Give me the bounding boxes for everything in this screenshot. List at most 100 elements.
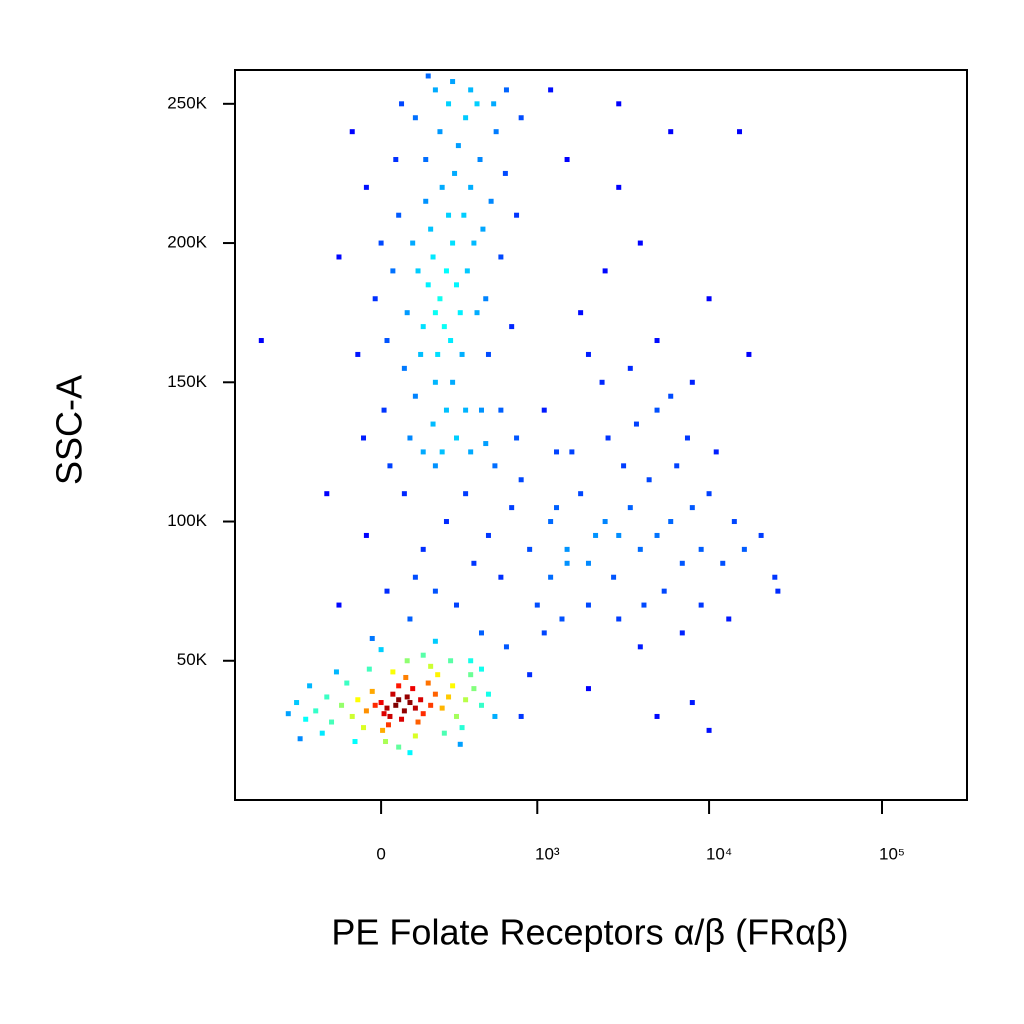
- point: [578, 491, 584, 497]
- point: [674, 463, 680, 469]
- point: [478, 666, 484, 672]
- point: [439, 449, 445, 455]
- point: [393, 157, 399, 163]
- point: [503, 87, 509, 93]
- point: [468, 87, 474, 93]
- x-tick-label: 10⁵: [879, 844, 905, 863]
- point: [401, 491, 407, 497]
- point: [441, 324, 447, 330]
- point: [741, 546, 747, 552]
- point: [432, 463, 438, 469]
- point: [324, 694, 330, 700]
- point: [333, 669, 339, 675]
- point: [689, 505, 695, 511]
- point: [319, 730, 325, 736]
- point: [564, 157, 570, 163]
- point: [418, 697, 424, 703]
- point: [352, 739, 358, 745]
- point: [731, 519, 737, 525]
- point: [349, 129, 355, 135]
- point: [627, 505, 633, 511]
- point: [383, 739, 389, 745]
- point: [381, 407, 387, 413]
- point: [448, 338, 454, 344]
- point: [366, 666, 372, 672]
- point: [464, 268, 470, 274]
- point: [485, 351, 491, 357]
- point: [448, 658, 454, 664]
- point: [737, 129, 743, 135]
- y-axis-title: SSC-A: [49, 375, 90, 485]
- x-tick-label: 10³: [535, 844, 560, 863]
- point: [585, 560, 591, 566]
- point: [483, 296, 489, 302]
- point: [585, 351, 591, 357]
- point: [502, 170, 508, 176]
- point: [450, 379, 456, 385]
- point: [509, 505, 515, 511]
- point: [461, 212, 467, 218]
- point: [637, 546, 643, 552]
- point: [297, 736, 303, 742]
- point: [492, 463, 498, 469]
- point: [407, 700, 413, 706]
- point: [439, 184, 445, 190]
- point: [396, 697, 402, 703]
- point: [381, 711, 387, 717]
- point: [425, 282, 431, 288]
- point: [478, 407, 484, 413]
- point: [443, 519, 449, 525]
- point: [390, 669, 396, 675]
- point: [527, 672, 533, 678]
- point: [372, 296, 378, 302]
- point: [363, 532, 369, 538]
- point: [468, 658, 474, 664]
- point: [446, 101, 452, 107]
- point: [477, 157, 483, 163]
- point: [385, 722, 391, 728]
- point: [303, 716, 309, 722]
- point: [498, 254, 504, 260]
- point: [654, 532, 660, 538]
- point: [493, 129, 499, 135]
- point: [564, 546, 570, 552]
- point: [668, 393, 674, 399]
- point: [485, 691, 491, 697]
- point: [387, 463, 393, 469]
- point: [459, 351, 465, 357]
- point: [578, 310, 584, 316]
- point: [621, 463, 627, 469]
- point: [258, 338, 264, 344]
- point: [668, 519, 674, 525]
- point: [602, 268, 608, 274]
- point: [412, 115, 418, 121]
- point: [459, 725, 465, 731]
- point: [593, 532, 599, 538]
- point: [407, 435, 413, 441]
- point: [564, 560, 570, 566]
- point: [432, 87, 438, 93]
- point: [492, 713, 498, 719]
- point: [432, 379, 438, 385]
- point: [432, 638, 438, 644]
- point: [554, 449, 560, 455]
- point: [403, 674, 409, 680]
- point: [559, 616, 565, 622]
- point: [463, 491, 469, 497]
- point: [474, 310, 480, 316]
- point: [450, 79, 456, 85]
- point: [775, 588, 781, 594]
- y-tick-label: 50K: [177, 650, 208, 669]
- point: [616, 532, 622, 538]
- point: [541, 407, 547, 413]
- point: [706, 296, 712, 302]
- point: [654, 713, 660, 719]
- point: [336, 254, 342, 260]
- point: [415, 719, 421, 725]
- y-tick-label: 100K: [167, 511, 207, 530]
- point: [361, 435, 367, 441]
- point: [428, 702, 434, 708]
- points: [258, 73, 781, 756]
- point: [602, 519, 608, 525]
